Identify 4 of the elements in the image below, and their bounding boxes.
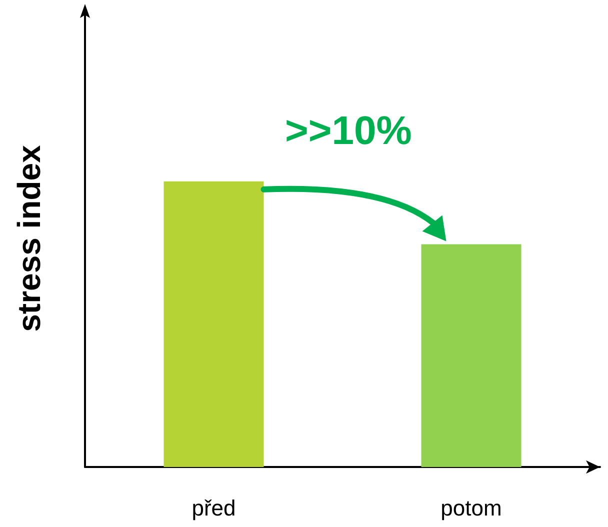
y-axis-title: stress index — [11, 144, 47, 332]
x-tick-label: před — [192, 496, 236, 520]
x-tick-label: potom — [440, 496, 502, 520]
text: >>10% — [285, 109, 412, 154]
